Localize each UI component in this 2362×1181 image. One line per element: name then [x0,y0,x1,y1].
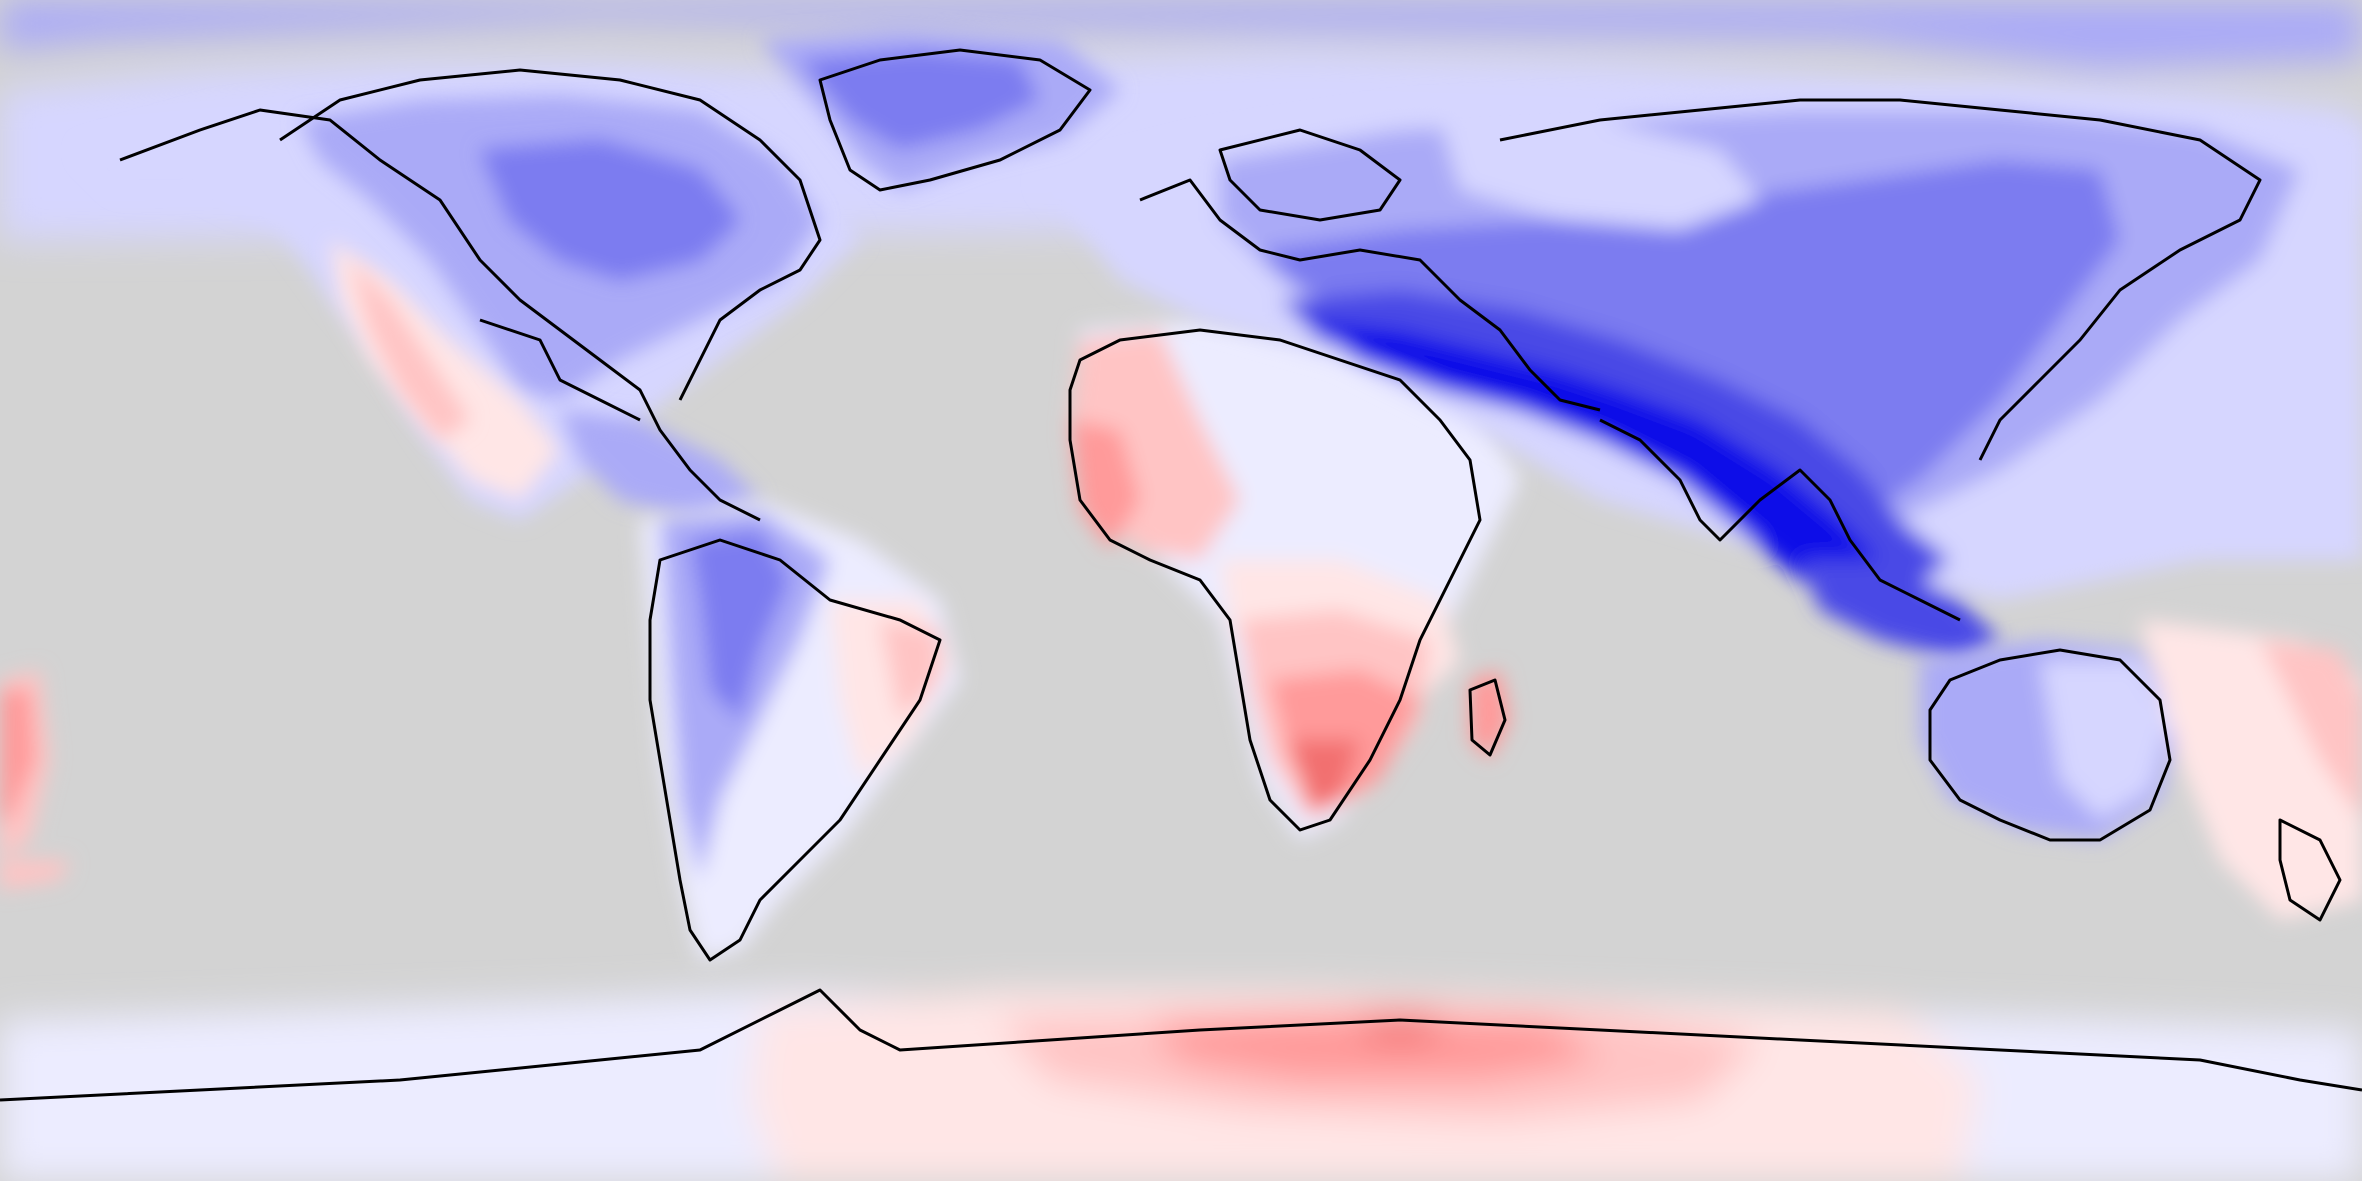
north-america-region [80,80,860,520]
coastlines [0,48,2362,1102]
oceania-region [0,620,2362,920]
africa-region [1070,320,1520,840]
eurasia-region [1040,90,2362,660]
antarctica-region [0,990,2362,1181]
